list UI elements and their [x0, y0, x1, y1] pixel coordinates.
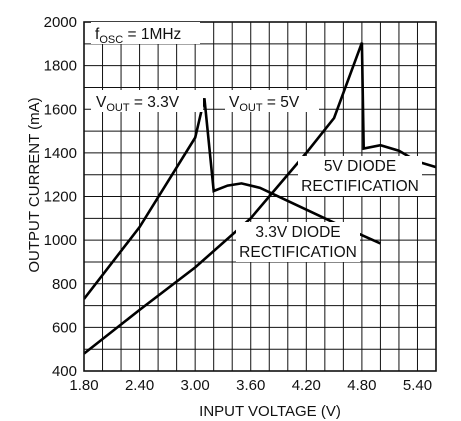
- y-tick-label: 1400: [44, 145, 77, 162]
- fosc-label-bg: [91, 22, 200, 44]
- y-tick-label: 1800: [44, 58, 77, 75]
- x-tick-label: 4.20: [292, 377, 321, 394]
- grid: [83, 21, 437, 372]
- x-tick-label: 5.40: [403, 377, 432, 394]
- y-tick-label: 800: [52, 276, 77, 293]
- vout-33-label-bg: [91, 90, 203, 112]
- y-tick-label: 1000: [44, 232, 77, 249]
- vout-5-label-bg: [225, 90, 319, 112]
- y-tick-label: 400: [52, 363, 77, 380]
- diode-5v-label-line2: RECTIFICATION: [301, 178, 419, 195]
- series-line-1: [84, 98, 381, 300]
- diode-33v-label-line1: 3.3V DIODE: [255, 224, 340, 241]
- diode-33v-label-bg: [236, 222, 360, 262]
- y-tick-labels: 400 600 800 1000 1200 1400 1600 1800 2000: [44, 14, 77, 380]
- x-tick-label: 1.80: [69, 377, 98, 394]
- y-tick-label: 1600: [44, 101, 77, 118]
- x-tick-label: 4.80: [347, 377, 376, 394]
- diode-5v-label-bg: [298, 156, 422, 196]
- diode-33v-label-line2: RECTIFICATION: [239, 244, 357, 261]
- series-line-2: [84, 42, 436, 355]
- x-axis-title: INPUT VOLTAGE (V): [199, 403, 341, 420]
- x-tick-labels: 1.80 2.40 3.00 3.60 4.20 4.80 5.40: [69, 377, 432, 394]
- plot-frame: [83, 21, 437, 372]
- y-tick-label: 1200: [44, 189, 77, 206]
- vout-5-label: VOUT = 5V: [229, 94, 300, 114]
- x-tick-label: 3.60: [236, 377, 265, 394]
- diode-5v-label-line1: 5V DIODE: [324, 158, 396, 175]
- fosc-label: fOSC = 1MHz: [95, 26, 181, 46]
- x-tick-label: 3.00: [181, 377, 210, 394]
- y-tick-label: 2000: [44, 14, 77, 31]
- x-tick-label: 2.40: [125, 377, 154, 394]
- series-layer: [84, 42, 436, 355]
- y-tick-label: 600: [52, 319, 77, 336]
- y-axis-title: OUTPUT CURRENT (mA): [26, 97, 43, 272]
- vout-33-label: VOUT = 3.3V: [96, 94, 180, 114]
